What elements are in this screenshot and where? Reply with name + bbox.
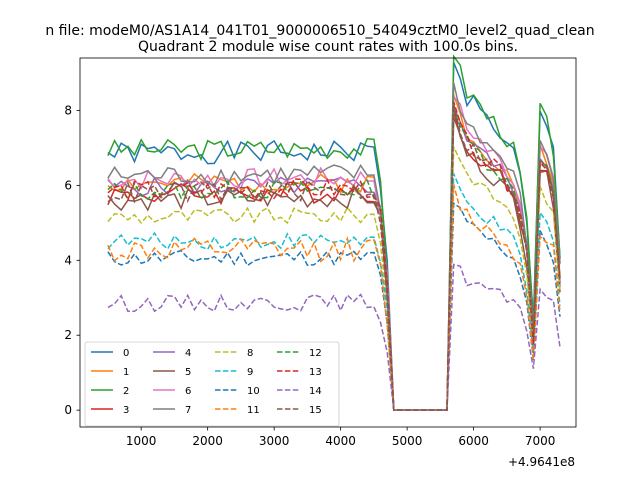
chart-suptitle: n file: modeM0/AS1A14_041T01_9000006510_… <box>45 23 594 39</box>
series-line-13 <box>107 101 561 411</box>
series-line-5 <box>107 116 561 411</box>
legend-label-8: 8 <box>247 348 253 359</box>
legend-label-3: 3 <box>123 405 129 416</box>
series-line-14 <box>107 263 561 411</box>
legend-label-10: 10 <box>247 386 260 397</box>
axes-frame <box>79 57 577 428</box>
y-tick-label: 0 <box>64 403 72 417</box>
legend-label-11: 11 <box>247 405 260 416</box>
y-tick-label: 8 <box>64 103 72 117</box>
legend-label-7: 7 <box>185 405 191 416</box>
x-tick-label: 2000 <box>192 434 223 448</box>
x-tick-label: 3000 <box>259 434 290 448</box>
legend-label-4: 4 <box>185 348 191 359</box>
legend-label-9: 9 <box>247 367 253 378</box>
y-tick-label: 4 <box>64 253 72 267</box>
x-tick-label: 6000 <box>458 434 489 448</box>
series-line-10 <box>107 202 561 411</box>
axis-ticks: 1000 2000 3000 4000 5000 6000 7000 0 2 4 6 8 <box>64 103 555 448</box>
series-line-8 <box>107 146 561 411</box>
y-tick-label: 2 <box>64 328 72 342</box>
legend-label-5: 5 <box>185 367 191 378</box>
x-offset-label: +4.9641e8 <box>508 455 575 469</box>
plot-area <box>107 54 561 411</box>
legend-label-6: 6 <box>185 386 191 397</box>
legend-label-12: 12 <box>309 348 322 359</box>
chart-title: Quadrant 2 module wise count rates with … <box>138 39 518 55</box>
x-tick-label: 7000 <box>525 434 556 448</box>
legend-label-1: 1 <box>123 367 129 378</box>
y-tick-label: 6 <box>64 178 72 192</box>
series-line-2 <box>107 54 561 411</box>
series-line-6 <box>107 94 561 411</box>
legend-label-2: 2 <box>123 386 129 397</box>
series-line-7 <box>107 82 561 411</box>
legend-label-15: 15 <box>309 405 322 416</box>
x-tick-label: 1000 <box>126 434 157 448</box>
x-tick-label: 4000 <box>325 434 356 448</box>
legend-box <box>84 341 340 427</box>
legend-label-13: 13 <box>309 367 322 378</box>
series-line-11 <box>107 184 561 411</box>
series-line-4 <box>107 106 561 411</box>
x-tick-label: 5000 <box>392 434 423 448</box>
legend-label-0: 0 <box>123 348 129 359</box>
legend-label-14: 14 <box>309 386 322 397</box>
series-line-15 <box>107 103 561 411</box>
